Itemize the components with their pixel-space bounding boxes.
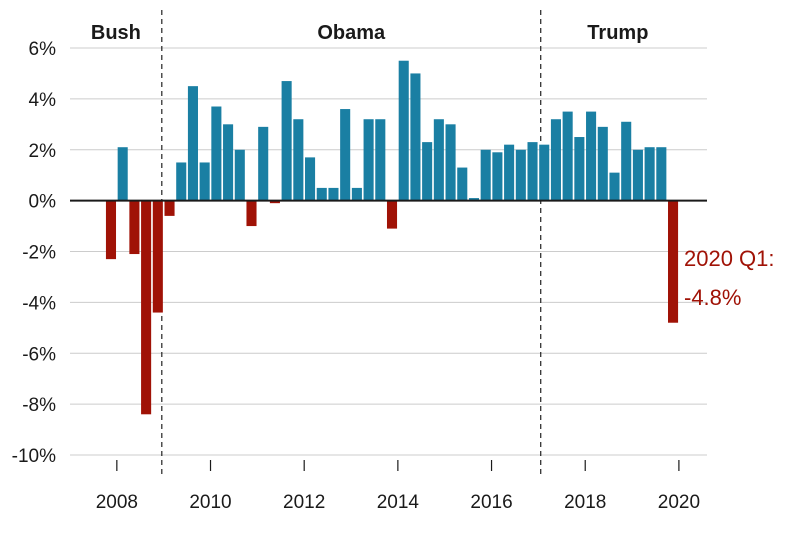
y-tick-label: -6% (22, 344, 56, 365)
bar-2018-q3 (597, 126, 608, 201)
y-tick-label: 6% (29, 39, 57, 60)
x-axis-ticks: 2008 2010 2012 2014 2016 2018 2020 (96, 460, 700, 513)
bar-2017-q1 (527, 142, 538, 201)
bar-2013-q3 (363, 119, 374, 201)
bar-2012-q1 (293, 119, 304, 201)
y-axis-ticks: 6% 4% 2% 0% -2% -4% -6% -8% -10% (12, 39, 56, 467)
bar-2018-q4 (609, 172, 620, 201)
bar-2019-q2 (632, 149, 643, 201)
annotation-value: -4.8% (684, 285, 741, 310)
bar-2020-q1 (668, 200, 679, 323)
bar-2019-q3 (644, 147, 655, 201)
era-label-obama: Obama (317, 22, 386, 44)
bar-2008-q2 (117, 147, 128, 201)
bar-2012-q4 (328, 187, 339, 201)
y-tick-label: -4% (22, 293, 56, 314)
bar-2014-q4 (422, 142, 433, 201)
bar-2011-q1 (246, 200, 257, 227)
x-tick-label: 2018 (564, 492, 606, 513)
bar-2011-q4 (281, 81, 292, 201)
bar-2009-q1 (152, 200, 163, 313)
bar-2016-q4 (515, 149, 526, 201)
bar-2010-q2 (211, 106, 222, 201)
bar-2019-q4 (656, 147, 667, 201)
bar-2008-q4 (141, 200, 152, 415)
bar-2013-q2 (351, 187, 362, 201)
bar-2008-q3 (129, 200, 140, 255)
bar-2017-q4 (562, 111, 573, 201)
bar-2018-q2 (586, 111, 597, 201)
bar-2017-q2 (539, 144, 550, 201)
bar-2013-q1 (340, 109, 351, 201)
y-tick-label: 2% (29, 141, 57, 162)
bar-2018-q1 (574, 137, 585, 201)
era-label-bush: Bush (91, 22, 141, 44)
bar-2011-q3 (269, 200, 280, 204)
bar-2016-q1 (480, 149, 491, 201)
bar-2009-q2 (164, 200, 175, 216)
y-tick-label: -8% (22, 395, 56, 416)
bar-2015-q3 (457, 167, 468, 201)
bar-2013-q4 (375, 119, 386, 201)
x-tick-label: 2014 (377, 492, 420, 513)
bar-2010-q1 (199, 162, 210, 201)
bar-2014-q3 (410, 73, 421, 201)
bar-2010-q3 (223, 124, 234, 201)
bar-2014-q1 (386, 200, 398, 229)
bar-2016-q3 (504, 144, 515, 201)
era-label-trump: Trump (587, 22, 648, 44)
bar-2017-q3 (550, 119, 561, 201)
bar-2012-q2 (305, 157, 316, 201)
bar-2014-q2 (398, 60, 409, 201)
y-tick-label: 0% (29, 192, 57, 213)
bar-2015-q1 (433, 119, 444, 201)
annotation-label: 2020 Q1: (684, 246, 775, 271)
bar-2011-q2 (258, 126, 269, 201)
y-tick-label: -2% (22, 243, 56, 264)
bar-2010-q4 (234, 149, 245, 201)
y-tick-label: -10% (12, 446, 56, 467)
bar-2019-q1 (621, 121, 632, 201)
x-tick-label: 2008 (96, 492, 138, 513)
x-tick-label: 2020 (658, 492, 700, 513)
presidential-eras: Bush Obama Trump (91, 10, 648, 475)
x-tick-label: 2010 (189, 492, 231, 513)
bar-2009-q3 (176, 162, 187, 201)
bar-2012-q3 (316, 187, 327, 201)
bars (105, 60, 679, 415)
bar-2015-q4 (468, 198, 480, 201)
gridlines (70, 47, 707, 456)
bar-2016-q2 (492, 152, 503, 201)
x-tick-label: 2016 (470, 492, 512, 513)
bar-2009-q4 (187, 86, 198, 201)
bar-2015-q2 (445, 124, 456, 201)
y-tick-label: 4% (29, 90, 57, 111)
x-tick-label: 2012 (283, 492, 325, 513)
bar-2008-q1 (105, 200, 117, 260)
